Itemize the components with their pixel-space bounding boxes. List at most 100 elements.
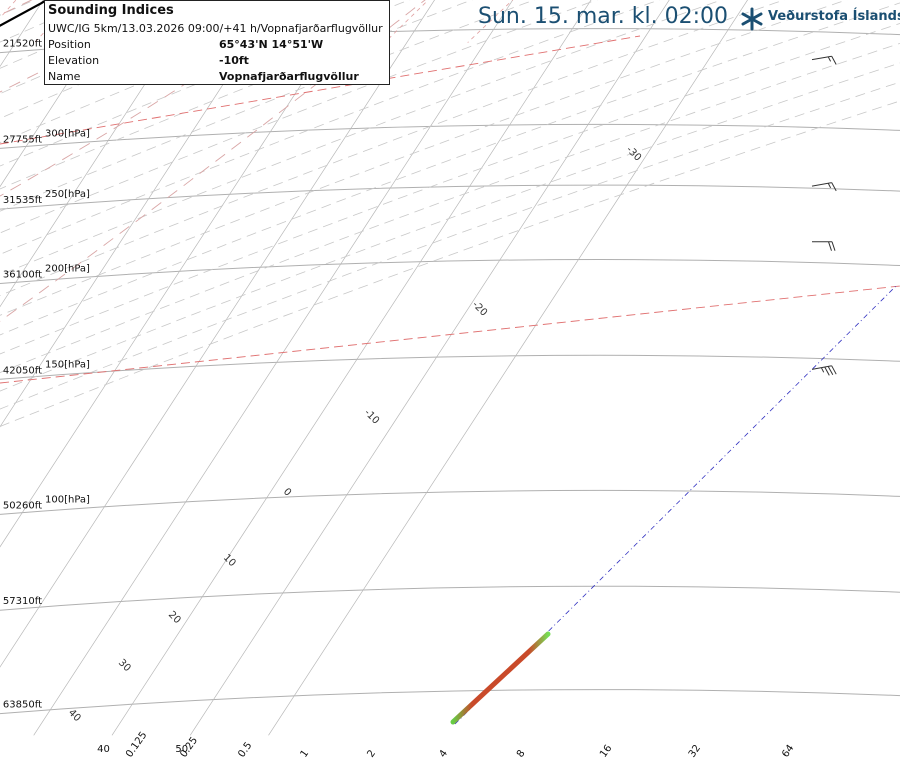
isobar-line — [0, 689, 900, 715]
guide-line — [454, 285, 897, 725]
dry-adiabat-line — [0, 42, 900, 373]
wind-barb — [811, 241, 836, 251]
isobar-line — [0, 489, 900, 515]
wind-barb-flag — [828, 241, 832, 251]
altitude-label: 50260ft — [3, 500, 42, 511]
dry-adiabat-line — [0, 0, 848, 316]
adiabat-label: 20 — [166, 609, 183, 626]
adiabat-label: 10 — [221, 552, 238, 569]
dry-adiabat-line — [0, 0, 36, 16]
mixing-ratio-label: 0.5 — [236, 740, 254, 759]
wind-barb-half-flag — [827, 56, 832, 62]
moist-adiabat-lines — [0, 0, 426, 322]
moist-adiabat-line — [0, 0, 426, 322]
mixing-ratio-label: 8 — [515, 748, 528, 760]
wind-barb-flag — [824, 366, 830, 376]
pressure-label: 200[hPa] — [45, 263, 90, 274]
altitude-label: 31535ft — [3, 195, 42, 206]
dry-adiabat-line — [0, 0, 286, 119]
dry-adiabat-line — [0, 100, 900, 427]
isotherm-line — [268, 0, 748, 736]
isobar-line — [0, 259, 900, 284]
mixing-ratio-label: 0.125 — [124, 730, 149, 760]
valid-time-title: Sun. 15. mar. kl. 02:00 — [478, 4, 728, 29]
snowflake-logo-icon — [741, 7, 763, 31]
wind-barb — [811, 182, 837, 192]
altitude-label: 42050ft — [3, 365, 42, 376]
dry-adiabat-line — [0, 0, 98, 43]
mixing-ratio-label: 64 — [780, 743, 796, 760]
isotherm-line — [0, 0, 201, 308]
wind-barbs — [811, 55, 837, 376]
isobar-lines — [0, 28, 900, 715]
altitude-label: 57310ft — [3, 596, 42, 607]
pressure-label: 100[hPa] — [45, 494, 90, 505]
dry-adiabat-line — [0, 0, 536, 212]
isotherm-line — [0, 0, 279, 428]
adiabat-label: -30 — [624, 144, 643, 163]
dry-adiabat-line — [0, 2, 900, 336]
wind-barb — [811, 365, 837, 376]
isobar-line — [0, 184, 900, 210]
guide-line — [454, 285, 897, 725]
adiabat-label: 40 — [66, 707, 83, 724]
dry-adiabat-line — [0, 0, 649, 735]
dry-adiabat-line — [0, 0, 473, 190]
dry-adiabat-line — [0, 0, 723, 276]
pressure-label: 300[hPa] — [45, 128, 90, 139]
adiabat-label: -20 — [470, 299, 489, 318]
isotherm-label: 50 — [175, 744, 188, 755]
pressure-label: 250[hPa] — [45, 189, 90, 200]
isotherm-line — [189, 0, 670, 736]
wind-barb-flag — [831, 182, 837, 192]
isotherm-line — [33, 0, 514, 736]
info-value: -10ft — [219, 54, 249, 67]
isotherm-lines — [0, 0, 748, 736]
mixing-ratio-label: 32 — [687, 743, 703, 760]
altitude-label: 21520ft — [3, 39, 42, 50]
wind-barb-flag — [831, 241, 836, 251]
adiabat-label: 30 — [116, 657, 133, 674]
info-label: Position — [48, 38, 91, 51]
axis-labels: 0.1250.250.512481632641050[hPa]1000[hPa]… — [3, 33, 797, 760]
info-value: Vopnafjarðarflugvöllur — [219, 70, 359, 83]
dry-adiabat-line — [0, 0, 661, 255]
info-title: Sounding Indices — [48, 3, 174, 18]
mixing-ratio-label: 1 — [299, 748, 312, 760]
pressure-label: 150[hPa] — [45, 359, 90, 370]
isobar-line — [0, 123, 900, 149]
dry-adiabat-line — [0, 0, 598, 234]
wind-barb-flag — [827, 366, 834, 376]
dry-adiabat-line — [0, 22, 900, 355]
dry-adiabat-line — [0, 0, 411, 167]
dry-adiabat-line — [0, 0, 223, 95]
moist-adiabat-line — [0, 0, 314, 197]
mixing-ratio-label: 2 — [365, 748, 378, 760]
mixing-ratio-label: 16 — [598, 743, 614, 760]
dry-adiabat-line — [0, 81, 900, 410]
dry-adiabat-line — [0, 0, 348, 143]
wind-barb-flag — [831, 55, 837, 65]
adiabat-label: -10 — [362, 407, 381, 426]
info-label: Name — [48, 70, 81, 83]
wind-barb-half-flag — [820, 367, 825, 373]
altitude-label: 36100ft — [3, 269, 42, 280]
sounding-info-box: Sounding Indices UWC/IG 5km/13.03.2026 0… — [44, 0, 390, 85]
isotherm-line — [0, 0, 357, 548]
isotherm-line — [111, 0, 592, 736]
surface-parcel-band — [450, 631, 551, 725]
altitude-label: 27755ft — [3, 134, 42, 145]
wind-barb — [811, 55, 837, 65]
info-model-run: UWC/IG 5km/13.03.2026 09:00/+41 h/Vopnaf… — [48, 22, 383, 35]
dry-adiabat-line — [0, 0, 786, 296]
reference-level-line — [0, 285, 900, 384]
surface-parcel-band — [450, 631, 551, 725]
info-label: Elevation — [48, 54, 100, 67]
isotherm-line — [0, 0, 435, 668]
reference-level-lines — [0, 35, 900, 384]
isotherm-label: 40 — [97, 744, 110, 755]
wind-barb-half-flag — [827, 182, 832, 189]
isobar-line — [0, 585, 900, 611]
info-value: 65°43'N 14°51'W — [219, 38, 324, 51]
